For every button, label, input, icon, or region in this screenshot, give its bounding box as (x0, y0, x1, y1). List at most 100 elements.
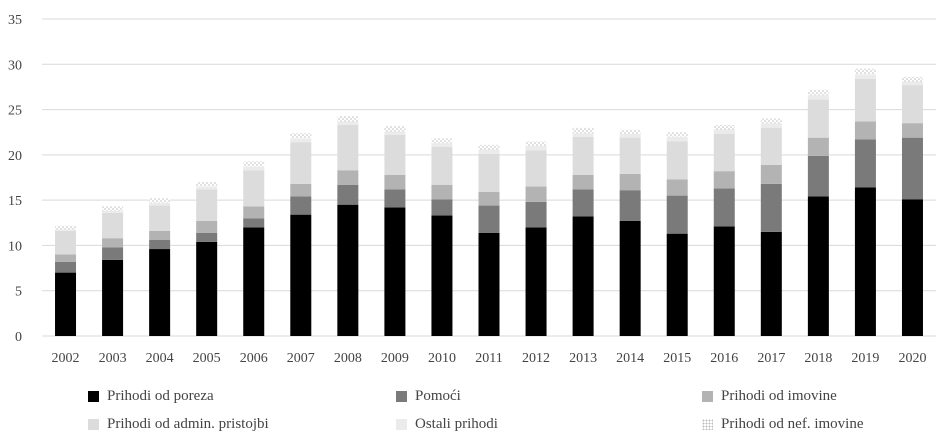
x-tick-label: 2016 (710, 351, 738, 366)
bar-segment (149, 202, 171, 206)
bar-segment (713, 226, 735, 336)
bar-segment (290, 133, 312, 139)
bar-segment (102, 206, 124, 212)
bar-segment (760, 127, 782, 165)
bar-segment (854, 68, 876, 75)
x-tick-label: 2017 (757, 351, 785, 366)
legend-swatch (702, 391, 713, 402)
bar-segment (196, 232, 218, 242)
x-tick-label: 2010 (428, 351, 456, 366)
bar-segment (901, 76, 923, 82)
bar-segment (619, 129, 641, 135)
bar-segment (384, 134, 406, 175)
bar-segment (713, 171, 735, 189)
legend-label: Prihodi od poreza (107, 388, 214, 404)
bar-segment (760, 183, 782, 232)
bar-segment (807, 95, 829, 100)
x-tick-label: 2018 (804, 351, 832, 366)
bar-segment (102, 247, 124, 260)
bar-segment (243, 227, 265, 336)
bar-segment (243, 170, 265, 207)
bar-segment (807, 89, 829, 96)
bars (55, 68, 923, 336)
bar-segment (243, 161, 265, 167)
bar-segment (760, 123, 782, 128)
bar-segment (431, 199, 453, 216)
bar-segment (337, 121, 359, 125)
bar-segment (431, 143, 453, 147)
bar-segment (478, 153, 500, 192)
bar-segment (102, 238, 124, 248)
bar-segment (478, 149, 500, 154)
legend-label: Prihodi od imovine (721, 388, 837, 404)
bar-segment (384, 131, 406, 135)
bar-segment (431, 146, 453, 185)
bar-segment (149, 230, 171, 240)
bar-segment (525, 186, 547, 202)
bar-segment (196, 186, 218, 190)
bar-segment (901, 81, 923, 86)
legend-item: Prihodi od poreza (88, 388, 214, 405)
x-tick-label: 2006 (240, 351, 268, 366)
x-tick-label: 2013 (569, 351, 597, 366)
bar-segment (619, 137, 641, 174)
bar-segment (337, 124, 359, 171)
x-axis-tick-labels: 2002 2003 2004 2005 2006 2007 2008 2009 2010 2011… (52, 351, 927, 366)
bar-segment (243, 206, 265, 219)
bar-segment (55, 254, 77, 262)
bar-segment (854, 187, 876, 336)
bar-segment (290, 138, 312, 143)
bar-segment (572, 174, 594, 190)
bar-segment (666, 132, 688, 137)
bar-segment (525, 150, 547, 187)
bar-segment (196, 182, 218, 187)
bar-segment (572, 136, 594, 175)
bar-segment (807, 155, 829, 197)
bar-segment (666, 136, 688, 142)
legend-swatch (396, 419, 407, 430)
bar-segment (102, 259, 124, 336)
x-tick-label: 2012 (522, 351, 550, 366)
bar-segment (666, 233, 688, 336)
bar-segment (901, 85, 923, 124)
bar-segment (713, 188, 735, 227)
bar-segment (102, 211, 124, 213)
bar-segment (55, 230, 77, 255)
x-tick-label: 2008 (334, 351, 362, 366)
bar-segment (854, 139, 876, 188)
bar-segment (102, 212, 124, 239)
bar-segment (807, 137, 829, 156)
bar-segment (290, 214, 312, 336)
bar-segment (854, 78, 876, 122)
bar-segment (431, 184, 453, 200)
x-tick-label: 2019 (851, 351, 879, 366)
legend-item: Prihodi od imovine (702, 388, 837, 405)
legend-item: Ostali prihodi (396, 416, 498, 433)
y-tick-label: 35 (8, 13, 22, 28)
bar-segment (243, 218, 265, 228)
bar-segment (713, 134, 735, 172)
bar-segment (243, 166, 265, 171)
legend-label: Pomoći (415, 388, 461, 404)
x-tick-label: 2003 (99, 351, 127, 366)
bar-segment (431, 215, 453, 336)
bar-segment (666, 195, 688, 234)
bar-segment (525, 201, 547, 228)
x-tick-label: 2004 (146, 351, 174, 366)
bar-segment (384, 189, 406, 208)
y-tick-label: 15 (8, 194, 22, 209)
bar-segment (384, 207, 406, 336)
y-tick-label: 20 (8, 149, 22, 164)
y-axis-tick-labels: 0 5 10 15 20 25 30 35 (8, 13, 22, 345)
bar-segment (807, 99, 829, 138)
bar-segment (760, 231, 782, 336)
bar-segment (525, 227, 547, 336)
bar-segment (55, 272, 77, 336)
x-tick-label: 2015 (663, 351, 691, 366)
x-tick-label: 2002 (52, 351, 80, 366)
x-tick-label: 2009 (381, 351, 409, 366)
y-tick-label: 5 (15, 285, 22, 300)
bar-segment (572, 127, 594, 134)
bar-segment (666, 179, 688, 196)
